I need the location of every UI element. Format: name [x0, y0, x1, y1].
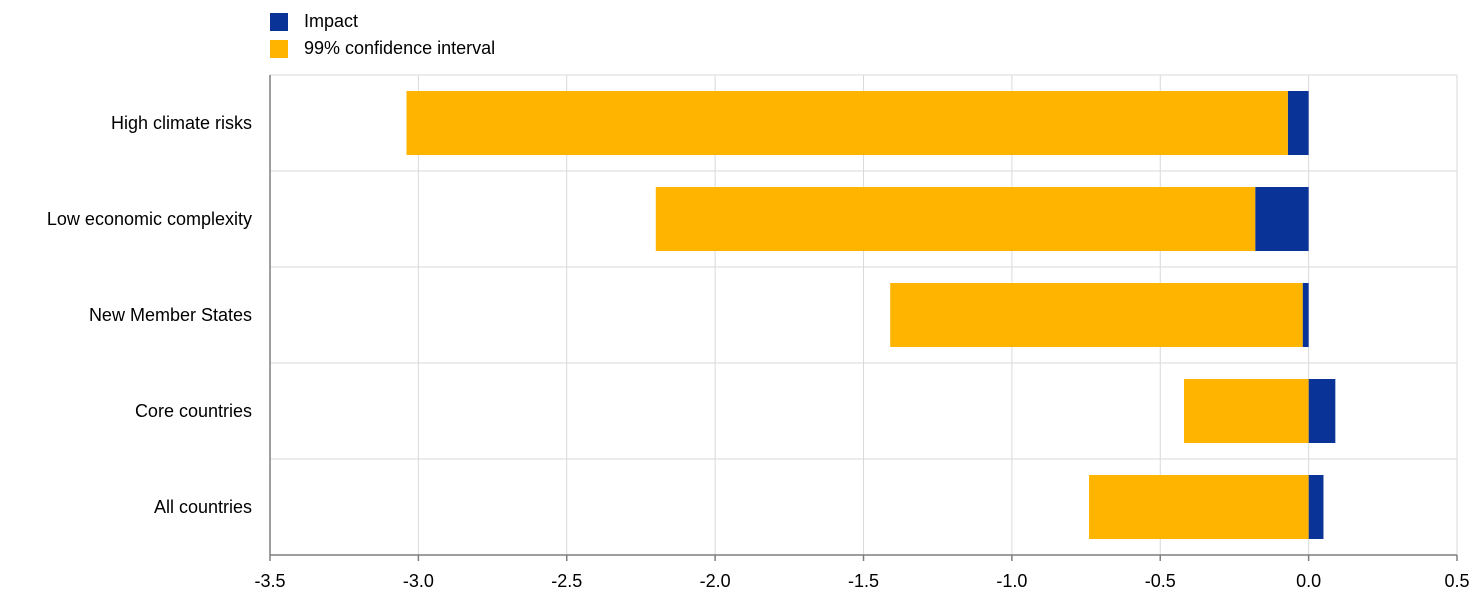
- category-label: All countries: [154, 497, 252, 517]
- bar-confidence-interval: [890, 283, 1303, 347]
- x-tick-label: -2.0: [700, 571, 731, 591]
- x-tick-label: 0.0: [1296, 571, 1321, 591]
- bar-impact: [1287, 91, 1309, 155]
- x-tick-label: 0.5: [1444, 571, 1469, 591]
- legend-swatch-confidence-interval: [270, 39, 288, 58]
- legend-label-impact: Impact: [304, 11, 359, 31]
- x-tick-label: -2.5: [551, 571, 582, 591]
- x-tick-label: -3.0: [403, 571, 434, 591]
- bar-impact: [1308, 379, 1336, 443]
- category-label: Core countries: [135, 401, 252, 421]
- bar-confidence-interval: [1089, 475, 1309, 539]
- x-tick-label: -0.5: [1145, 571, 1176, 591]
- x-tick-label: -1.0: [996, 571, 1027, 591]
- legend-swatch-impact: [270, 12, 288, 31]
- category-label: Low economic complexity: [47, 209, 252, 229]
- legend-item-impact: Impact: [270, 8, 495, 35]
- category-label: New Member States: [89, 305, 252, 325]
- legend-item-confidence-interval: 99% confidence interval: [270, 35, 495, 62]
- bar-confidence-interval: [655, 187, 1256, 251]
- bar-impact: [1302, 283, 1309, 347]
- category-label: High climate risks: [111, 113, 252, 133]
- legend: Impact 99% confidence interval: [270, 8, 495, 62]
- bar-confidence-interval: [1183, 379, 1309, 443]
- bar-impact: [1255, 187, 1309, 251]
- x-tick-label: -3.5: [254, 571, 285, 591]
- legend-label-confidence-interval: 99% confidence interval: [304, 38, 496, 58]
- bar-impact: [1308, 475, 1324, 539]
- bar-confidence-interval: [406, 91, 1288, 155]
- x-tick-label: -1.5: [848, 571, 879, 591]
